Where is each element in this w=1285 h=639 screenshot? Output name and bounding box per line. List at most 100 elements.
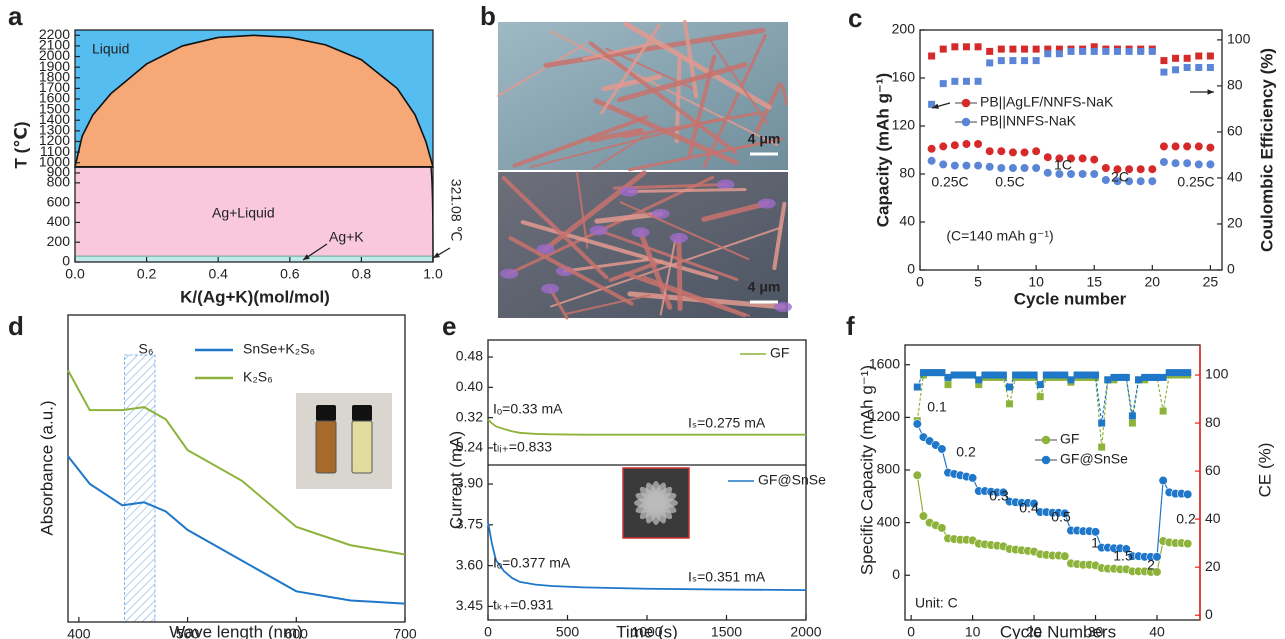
capacity-point — [1147, 164, 1157, 174]
fiber — [628, 137, 784, 172]
plot-frame — [67, 314, 406, 623]
x-tick-label: 15 — [1086, 274, 1102, 290]
ce-point — [1009, 45, 1017, 53]
ce-point — [928, 52, 936, 60]
x-tick-label: 25 — [1203, 274, 1219, 290]
ce-point — [944, 381, 952, 389]
x-tick-label: 1.0 — [423, 266, 443, 282]
x-tick-label: 0 — [916, 274, 924, 290]
capacity-point — [1008, 163, 1018, 173]
capacity-point — [1170, 141, 1181, 151]
deposit — [651, 208, 670, 219]
axis-label: Current (mA) — [446, 431, 465, 529]
y-tick-label: 2100 — [39, 37, 70, 53]
ce-point — [974, 77, 982, 85]
x-tick-label: 0.8 — [352, 266, 372, 282]
annotation: 0.5 — [1051, 509, 1071, 525]
fiber — [575, 171, 589, 249]
x-axis-label: Cycle number — [1014, 289, 1127, 308]
x-tick-label: 600 — [285, 626, 309, 639]
deposit — [589, 225, 608, 236]
ce-point — [1021, 57, 1029, 65]
capacity-point — [1029, 498, 1039, 509]
y2-tick-label: 80 — [1227, 77, 1243, 93]
capacity-point — [927, 156, 937, 166]
y-tick-label: 0.48 — [456, 348, 483, 364]
x-tick-label: 500 — [556, 624, 580, 639]
ce-point — [1012, 371, 1020, 379]
capacity-point — [1136, 176, 1146, 186]
x-tick-label: 40 — [1149, 624, 1165, 639]
y2-tick-label: 100 — [1205, 366, 1229, 382]
x-tick-label: 0.0 — [65, 266, 85, 282]
ce-point — [1092, 371, 1100, 379]
ce-point — [1195, 64, 1203, 72]
ce-point — [1183, 64, 1191, 72]
y2-tick-label: 60 — [1227, 123, 1243, 139]
series-line — [67, 369, 406, 556]
y-tick-label: 1900 — [39, 58, 70, 74]
y-tick-label: 900 — [47, 164, 71, 180]
capacity-point — [1136, 164, 1146, 174]
y-tick-label: 1000 — [39, 153, 70, 169]
deposit — [620, 186, 639, 197]
capacity-point — [1043, 168, 1053, 178]
y-tick-label: 40 — [899, 213, 915, 229]
plot-frame — [74, 29, 434, 263]
ce-point — [1073, 371, 1081, 379]
y-tick-label: 1200 — [869, 408, 900, 424]
ce-point — [938, 369, 946, 377]
y-tick-label: 2200 — [39, 26, 70, 42]
ce-point — [986, 59, 994, 67]
deposit — [536, 244, 555, 255]
ce-point — [1085, 371, 1093, 379]
x-tick-label: 10 — [1028, 274, 1044, 290]
y-tick-label: 1500 — [39, 100, 70, 116]
capacity-point — [1054, 153, 1064, 163]
ce-point — [1005, 383, 1013, 391]
ce-point — [969, 371, 977, 379]
annotation: 0.2 — [1176, 511, 1196, 527]
legend-label: PB||AgLF/NNFS-NaK — [980, 94, 1114, 110]
capacity-point — [1158, 475, 1168, 486]
ce-point — [1098, 443, 1106, 451]
arrow-head — [1207, 89, 1214, 95]
ce-point — [950, 371, 958, 379]
capacity-point — [1078, 169, 1088, 179]
capacity-point — [961, 161, 972, 171]
capacity-point — [1101, 175, 1111, 185]
ce-point — [987, 371, 995, 379]
ce-point — [928, 100, 936, 108]
capacity-point — [1194, 141, 1204, 151]
flake — [635, 492, 677, 514]
capacity-point — [985, 146, 995, 156]
capacity-point — [996, 146, 1006, 156]
ce-point — [1195, 52, 1203, 60]
ce-point — [1098, 419, 1106, 427]
x-tick-label: 10 — [965, 624, 981, 639]
band-label: S₆ — [139, 341, 154, 357]
fiber — [781, 84, 789, 106]
ce-point — [1018, 371, 1026, 379]
ce-point — [1165, 369, 1173, 377]
ce-point — [1055, 371, 1063, 379]
ce-point — [926, 369, 934, 377]
ce-point — [932, 369, 940, 377]
annotation: 0.3 — [989, 488, 1009, 504]
capacity-point — [973, 161, 983, 171]
ce-point — [1171, 369, 1179, 377]
legend-label: GF@SnSe — [758, 472, 826, 488]
series-line — [487, 521, 807, 591]
fiber — [563, 258, 651, 273]
ce-point — [1032, 57, 1040, 65]
annotation: Unit: C — [915, 595, 958, 611]
ce-point — [1137, 47, 1145, 55]
y-tick-label: 400 — [47, 213, 71, 229]
x-tick-label: 700 — [393, 626, 417, 639]
y-tick-label: 800 — [877, 461, 901, 477]
ce-point — [951, 77, 959, 85]
capacity-point — [950, 140, 960, 150]
capacity-point — [1043, 152, 1053, 162]
vial-cap — [352, 405, 372, 421]
